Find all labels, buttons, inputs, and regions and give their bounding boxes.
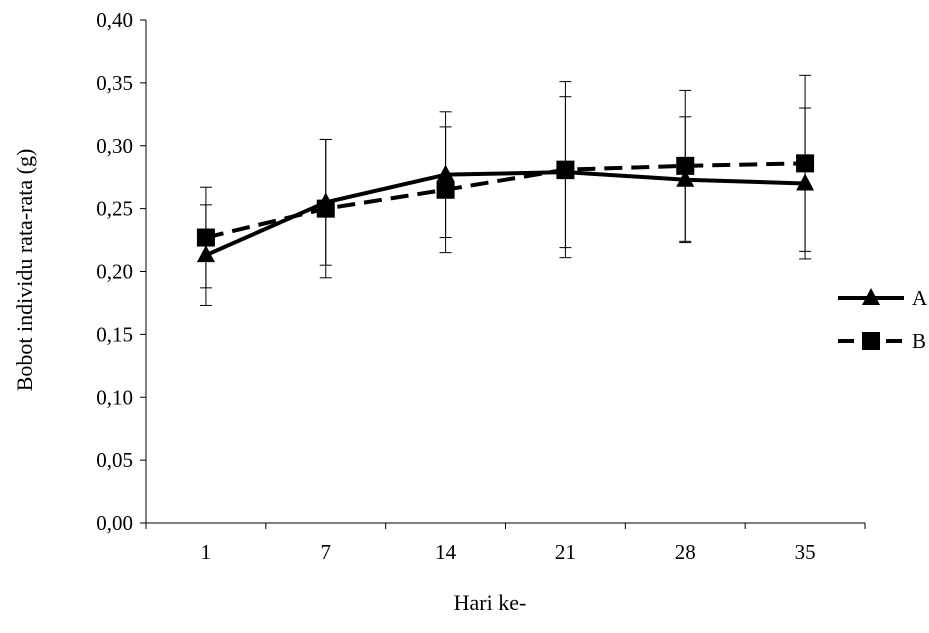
point-a (436, 164, 455, 182)
y-tick-label: 0,30 (96, 134, 133, 158)
y-tick-label: 0,20 (96, 260, 133, 284)
legend: AB (838, 286, 928, 353)
legend-marker-a (862, 288, 880, 305)
legend-marker-b (862, 332, 880, 350)
x-tick-label: 28 (675, 540, 696, 564)
y-axis: 0,00 0,05 0,10 0,15 0,20 0,25 0,30 0,35 0,40 (96, 8, 147, 535)
x-axis-title: Hari ke- (454, 590, 527, 615)
x-tick-label: 35 (795, 540, 816, 564)
y-tick-label: 0,35 (96, 71, 133, 95)
y-tick-label: 0,10 (96, 385, 133, 409)
x-tick-label: 7 (321, 540, 332, 564)
point-a (316, 192, 335, 210)
legend-item-a: A (838, 286, 928, 310)
legend-label-a: A (912, 286, 928, 310)
series-line-a (205, 170, 806, 257)
legend-label-b: B (912, 329, 926, 353)
x-tick-label: 21 (555, 540, 576, 564)
point-a (676, 169, 695, 187)
series-line-b (205, 161, 806, 240)
legend-item-b: B (838, 329, 926, 353)
series-a (196, 96, 815, 306)
y-tick-label: 0,15 (96, 322, 133, 346)
y-tick-label: 0,40 (96, 8, 133, 32)
x-tick-label: 1 (201, 540, 212, 564)
point-a (196, 245, 215, 263)
y-axis-title: Bobot individu rata-rata (g) (12, 149, 37, 392)
y-tick-label: 0,05 (96, 448, 133, 472)
series-layer (196, 74, 815, 306)
y-tick-label: 0,00 (96, 511, 133, 535)
x-axis: 1 7 14 21 28 35 (145, 522, 866, 564)
x-tick-label: 14 (435, 540, 457, 564)
y-tick-label: 0,25 (96, 197, 133, 221)
point-a (796, 173, 815, 191)
point-a (556, 162, 575, 180)
